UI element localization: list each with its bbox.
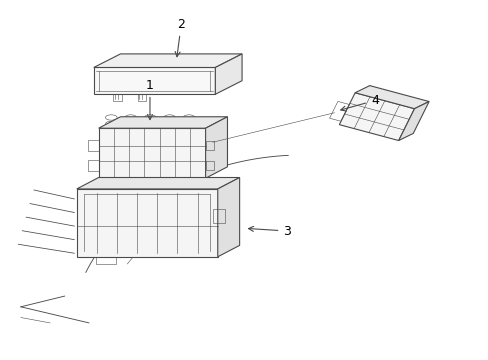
Polygon shape [77, 189, 217, 257]
Polygon shape [215, 54, 242, 94]
Polygon shape [217, 177, 239, 257]
Text: 2: 2 [175, 18, 185, 57]
Polygon shape [94, 54, 242, 67]
Polygon shape [77, 177, 239, 189]
Text: 1: 1 [146, 79, 154, 120]
Text: 3: 3 [248, 225, 291, 238]
Polygon shape [94, 67, 215, 94]
Polygon shape [398, 102, 428, 140]
Polygon shape [99, 117, 227, 128]
Polygon shape [339, 93, 414, 140]
Polygon shape [99, 128, 205, 178]
Polygon shape [205, 117, 227, 178]
Polygon shape [354, 86, 428, 109]
Text: 4: 4 [340, 94, 378, 111]
